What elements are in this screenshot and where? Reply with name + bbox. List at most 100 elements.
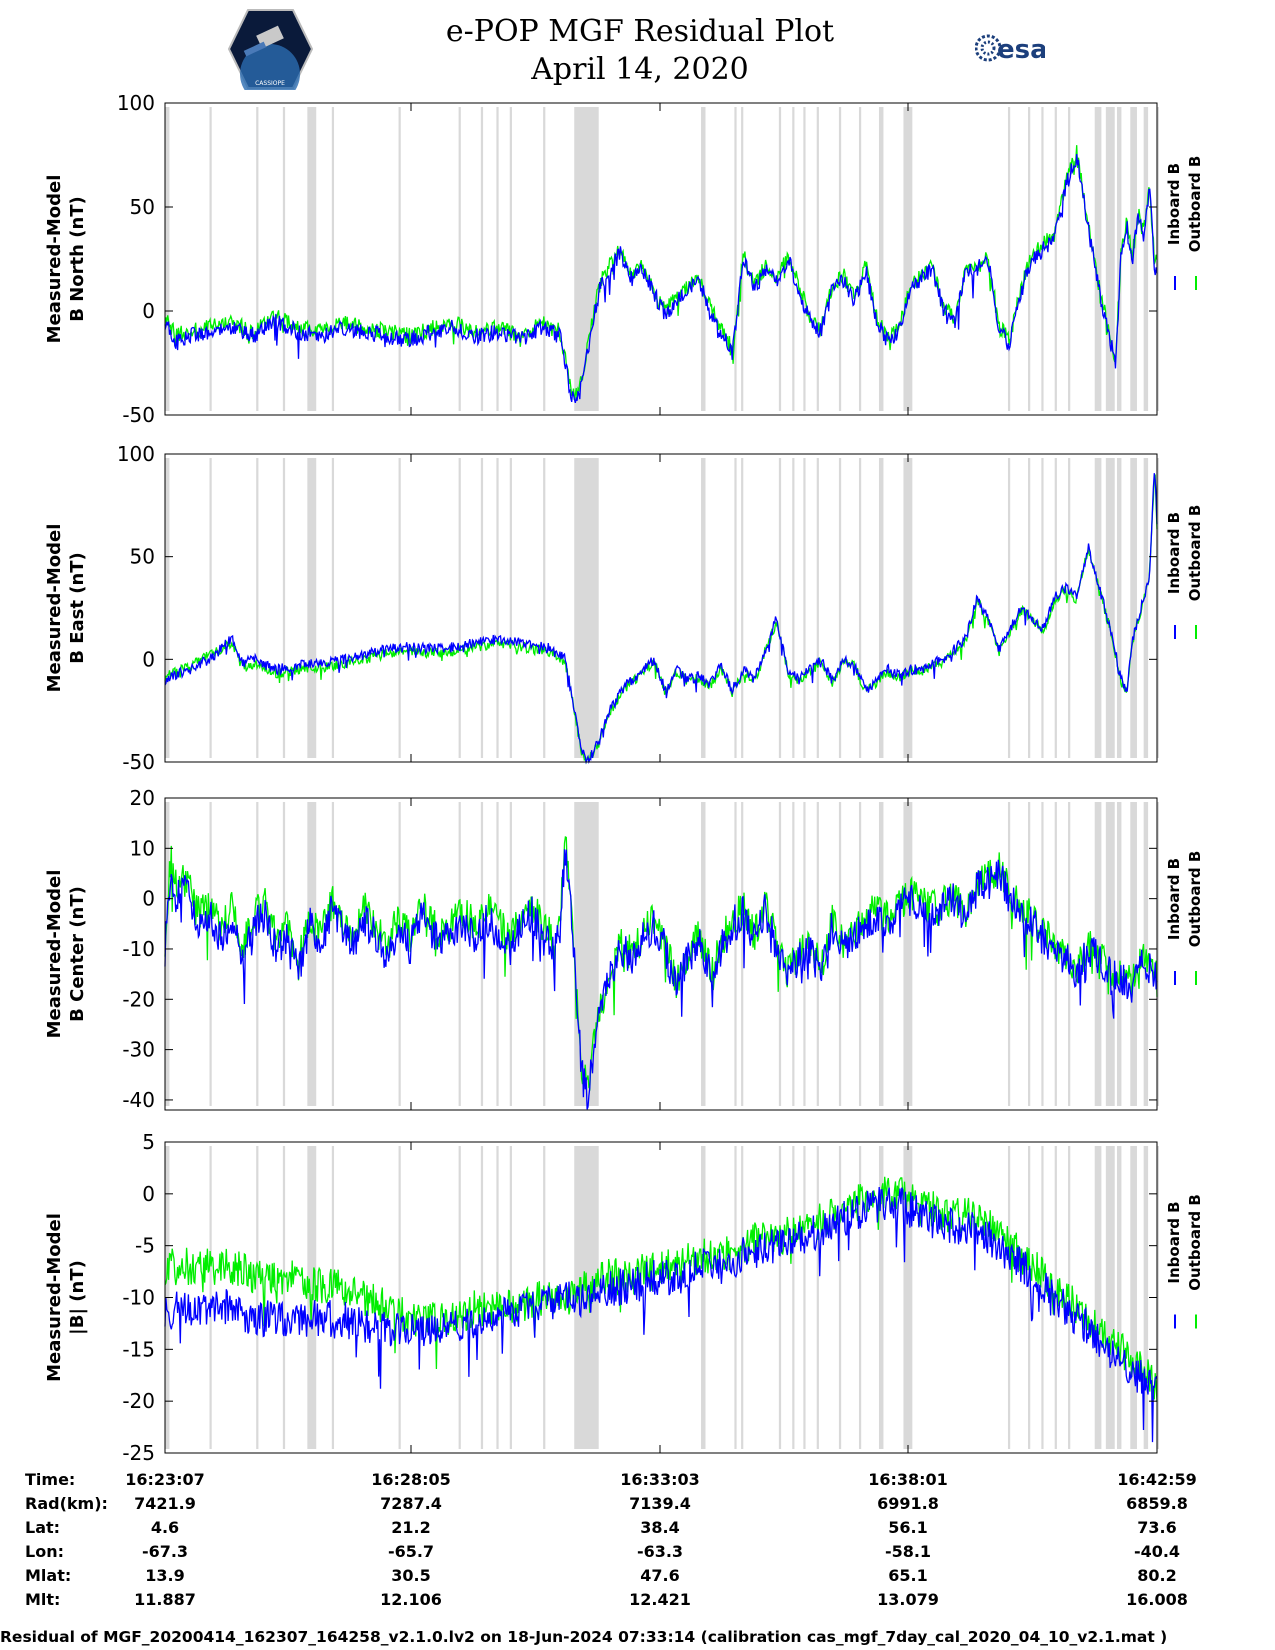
shaded-interval	[509, 458, 512, 758]
orbit-value: 73.6	[1137, 1518, 1176, 1537]
legend-inboard: Inboard B	[1165, 858, 1183, 940]
shaded-interval	[816, 107, 819, 411]
y-axis-label-line1: Measured-Model	[44, 175, 65, 344]
shaded-interval	[1143, 458, 1149, 758]
shaded-interval	[331, 1146, 335, 1449]
shaded-interval	[509, 1146, 512, 1449]
shaded-interval	[1130, 1146, 1137, 1449]
y-axis-label-line2: B East (nT)	[67, 552, 88, 664]
row-label: Mlt:	[25, 1590, 60, 1609]
time-tick-label: 16:38:01	[868, 1470, 948, 1489]
y-tick-label: 20	[130, 786, 155, 810]
row-label: Lon:	[25, 1542, 64, 1561]
shaded-interval	[1143, 1146, 1149, 1449]
inboard-line	[164, 473, 1158, 765]
orbit-value: 80.2	[1137, 1566, 1176, 1585]
shaded-interval	[1094, 458, 1102, 758]
orbit-value: -63.3	[637, 1542, 683, 1561]
shaded-interval	[496, 458, 499, 758]
inboard-line	[164, 154, 1158, 404]
legend-outboard-label: Outboard B	[1186, 1194, 1204, 1291]
y-tick-label: 0	[142, 887, 155, 911]
orbit-value: 12.421	[629, 1590, 691, 1609]
shaded-interval	[458, 1146, 461, 1449]
y-tick-label: -5	[135, 1234, 155, 1258]
orbit-value: 4.6	[151, 1518, 179, 1537]
shaded-interval	[282, 107, 286, 411]
shaded-interval	[858, 107, 862, 411]
esa-logo-text: esa	[997, 35, 1045, 65]
shaded-interval	[734, 107, 737, 411]
orbit-value: 21.2	[391, 1518, 430, 1537]
y-tick-label: -30	[122, 1038, 155, 1062]
legend-inboard-label: Inboard B	[1165, 512, 1183, 594]
shaded-interval	[256, 1146, 259, 1449]
legend-outboard-label: Outboard B	[1186, 156, 1204, 253]
time-tick-label: 16:28:05	[371, 1470, 451, 1489]
orbit-value: 6991.8	[877, 1494, 939, 1513]
orbit-value: 7139.4	[629, 1494, 691, 1513]
shaded-interval	[858, 802, 862, 1106]
y-tick-label: -50	[122, 403, 155, 427]
row-label: Time:	[25, 1470, 75, 1489]
shaded-interval	[1068, 802, 1071, 1106]
row-label: Lat:	[25, 1518, 60, 1537]
shaded-interval	[574, 458, 599, 758]
shaded-interval	[1116, 107, 1122, 411]
y-tick-label: 100	[117, 91, 155, 115]
shaded-interval	[458, 107, 461, 411]
shaded-interval	[458, 458, 461, 758]
shaded-interval	[574, 107, 599, 411]
shaded-interval	[480, 107, 484, 411]
shaded-interval	[741, 802, 744, 1106]
cassiope-logo-text: CASSIOPE	[255, 80, 285, 87]
shaded-interval	[256, 458, 259, 758]
shaded-interval	[543, 107, 546, 411]
shaded-interval	[701, 458, 706, 758]
legend-outboard: Outboard B	[1186, 505, 1204, 602]
shaded-interval	[307, 458, 317, 758]
shaded-interval	[778, 802, 782, 1106]
shaded-interval	[1054, 458, 1057, 758]
shaded-interval	[1105, 107, 1115, 411]
legend: Inboard B Outboard B	[1165, 1194, 1204, 1329]
shaded-interval	[307, 802, 317, 1106]
y-tick-label: -25	[122, 1441, 155, 1465]
orbit-value: 38.4	[640, 1518, 679, 1537]
shaded-interval	[398, 802, 401, 1106]
y-tick-label: 0	[142, 647, 155, 671]
shaded-interval	[1007, 107, 1011, 411]
shaded-interval	[331, 458, 335, 758]
shaded-interval	[878, 1146, 884, 1449]
shaded-interval	[543, 458, 546, 758]
orbit-value: -58.1	[885, 1542, 931, 1561]
time-tick-label: 16:33:03	[620, 1470, 700, 1489]
shaded-interval	[1007, 802, 1011, 1106]
panel-1: 100 50 0 -50 Measured-Model B North (nT) Inboa…	[44, 91, 1204, 427]
shaded-interval	[803, 107, 806, 411]
y-axis-label-line2: B Center (nT)	[67, 886, 88, 1022]
shaded-interval	[1130, 802, 1137, 1106]
orbit-value: -65.7	[388, 1542, 434, 1561]
shaded-interval	[803, 1146, 806, 1449]
shaded-interval	[1007, 1146, 1011, 1449]
shaded-interval	[1157, 802, 1159, 1106]
shaded-interval	[903, 1146, 913, 1449]
y-tick-label: 10	[130, 836, 155, 860]
legend-inboard-label: Inboard B	[1165, 1201, 1183, 1283]
orbit-value: 7421.9	[134, 1494, 196, 1513]
y-tick-label: -50	[122, 750, 155, 774]
shaded-interval	[1027, 1146, 1031, 1449]
orbit-value: 30.5	[391, 1566, 430, 1585]
shaded-interval	[496, 802, 499, 1106]
legend: Inboard B Outboard B	[1165, 156, 1204, 290]
y-tick-label: -40	[122, 1088, 155, 1112]
shaded-interval	[1007, 458, 1011, 758]
shaded-interval	[792, 1146, 795, 1449]
shaded-interval	[209, 458, 212, 758]
inboard-line	[164, 849, 1158, 1110]
shaded-interval	[1157, 107, 1159, 411]
y-tick-label: -10	[122, 937, 155, 961]
orbit-value: 13.079	[877, 1590, 939, 1609]
